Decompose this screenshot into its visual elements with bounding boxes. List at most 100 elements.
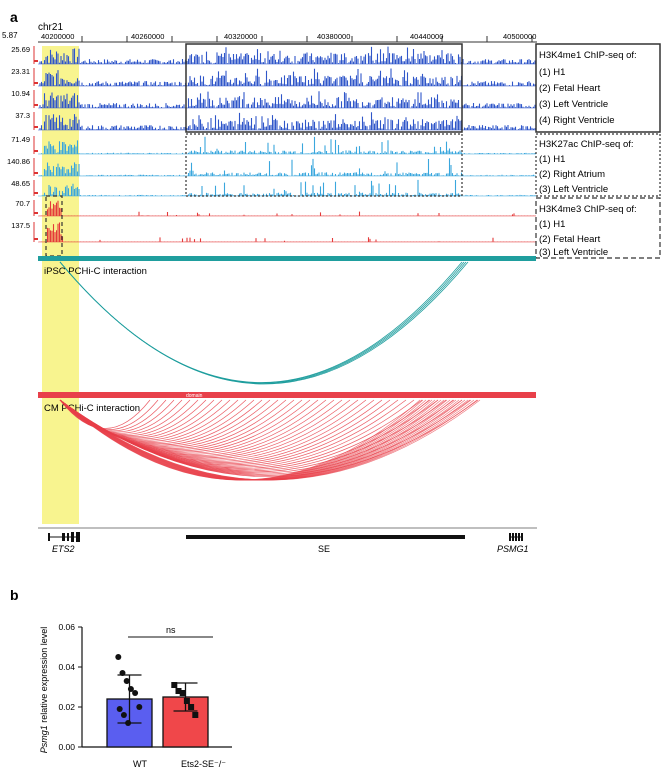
point-1-2 [179, 690, 186, 696]
h3k4me1-item-4: (4) Right Ventricle [539, 115, 615, 126]
ets2-highlight-band [42, 46, 79, 524]
h3k27ac-item-3: (3) Left Ventricle [539, 184, 608, 195]
track-signal-8 [39, 222, 536, 242]
point-0-2 [123, 678, 130, 684]
chip-seq-tracks [38, 46, 536, 243]
expression-bar-chart: Psmg1 relative expression level 0.00 0.02… [39, 622, 232, 769]
h3k4me3-legend-box [535, 197, 661, 259]
h3k4me1-item-1: (1) H1 [539, 67, 565, 78]
track-6 [38, 179, 536, 197]
psmg1-gene-label: PSMG1 [497, 544, 529, 554]
ipsc-arc-3 [59, 261, 469, 385]
y-tick-label-2: 0.04 [58, 662, 75, 672]
bar-chart-ylabel: Psmg1 relative expression level [39, 627, 49, 754]
track-signal-2 [39, 91, 536, 108]
track-signal-0 [39, 46, 536, 64]
coordinate-ruler: 40200000 40260000 40320000 40380000 40440000… [38, 32, 537, 43]
track-scale-7: 70.7 [15, 199, 30, 208]
track-scale-3: 37.3 [15, 111, 30, 120]
coord-label-5: 40500000 [503, 32, 536, 41]
significance-label: ns [166, 625, 176, 635]
h3k4me3-title: H3K4me3 ChIP-seq of: [539, 204, 637, 215]
track-4 [38, 136, 536, 155]
h3k27ac-region-box [185, 133, 463, 197]
track-8 [38, 222, 536, 243]
point-0-8 [125, 720, 132, 726]
point-0-7 [120, 712, 127, 718]
cm-arc-62 [59, 399, 481, 481]
point-0-1 [119, 670, 126, 676]
point-0-0 [115, 654, 122, 660]
track-scale-0: 25.69 [11, 45, 30, 54]
ets2-gene-model [48, 532, 80, 542]
h3k4me3-item-3: (3) Left Ventricle [539, 247, 608, 258]
h3k27ac-item-2: (2) Right Atrium [539, 169, 605, 180]
h3k4me1-title: H3K4me1 ChIP-seq of: [539, 50, 637, 61]
top-scale-label: 5.87 [2, 31, 18, 40]
chrom-label: chr21 [38, 22, 63, 33]
ipsc-interaction-label: iPSC PCHi-C interaction [44, 266, 147, 277]
point-0-4 [132, 690, 139, 696]
point-1-0 [171, 682, 178, 688]
coord-label-2: 40320000 [224, 32, 257, 41]
bar-1 [162, 696, 209, 748]
track-signal-3 [39, 112, 536, 130]
h3k4me1-item-2: (2) Fetal Heart [539, 83, 601, 94]
ipsc-interaction-arcs [59, 261, 469, 385]
track-signal-1 [39, 68, 536, 86]
coord-label-4: 40440000 [410, 32, 443, 41]
track-signal-4 [39, 136, 536, 154]
ylabel-gene: Psmg1 [39, 725, 49, 753]
h3k27ac-title: H3K27ac ChIP-seq of: [539, 139, 634, 150]
h3k27ac-legend-box [535, 133, 661, 197]
track-legend: H3K4me1 ChIP-seq of: (1) H1 (2) Fetal He… [535, 43, 661, 259]
track-signal-5 [39, 158, 536, 176]
h3k27ac-item-1: (1) H1 [539, 154, 565, 165]
track-scale-8: 137.5 [11, 221, 30, 230]
y-ticks: 0.00 0.02 0.04 0.06 [58, 622, 82, 752]
ylabel-rest: relative expression level [39, 627, 49, 726]
track-5 [38, 158, 536, 177]
bars [106, 654, 209, 748]
track-0 [38, 46, 536, 65]
se-label: SE [318, 544, 330, 554]
category-label-wt: WT [133, 759, 147, 769]
super-enhancer-bar [186, 535, 465, 539]
point-0-3 [127, 686, 134, 692]
track-scale-4: 71.49 [11, 135, 30, 144]
track-scale-2: 10.94 [11, 89, 30, 98]
track-1 [38, 68, 536, 87]
domain-bar [38, 392, 536, 398]
cm-interaction-arcs [59, 399, 481, 481]
point-1-1 [175, 688, 182, 694]
ipsc-arc-0 [59, 261, 463, 383]
point-1-3 [183, 698, 190, 704]
h3k4me3-item-2: (2) Fetal Heart [539, 234, 601, 245]
gene-track: ETS2 SE PSMG1 [38, 527, 537, 554]
track-signal-6 [40, 179, 536, 196]
point-1-5 [192, 712, 199, 718]
y-tick-label-3: 0.06 [58, 622, 75, 632]
track-3 [38, 112, 536, 131]
y-tick-label-1: 0.02 [58, 702, 75, 712]
cm-interaction-label: CM PCHi-C interaction [44, 403, 140, 414]
h3k4me1-legend-box [535, 43, 661, 133]
track-signal-7 [39, 200, 536, 216]
track-scale-6: 48.65 [11, 179, 30, 188]
ipsc-interaction-bar [38, 256, 536, 261]
point-1-4 [188, 704, 195, 710]
track-7 [38, 200, 536, 217]
point-0-5 [136, 704, 143, 710]
track-2 [38, 91, 536, 109]
h3k4me1-item-3: (3) Left Ventricle [539, 99, 608, 110]
y-tick-label-0: 0.00 [58, 742, 75, 752]
point-0-6 [116, 706, 123, 712]
psmg1-gene-model [509, 533, 523, 541]
significance-bracket: ns [128, 625, 213, 638]
track-scale-1: 23.31 [11, 67, 30, 76]
panel-a-label: a [10, 9, 18, 25]
h3k4me3-item-1: (1) H1 [539, 219, 565, 230]
domain-label: domain [186, 393, 203, 399]
coord-label-3: 40380000 [317, 32, 350, 41]
